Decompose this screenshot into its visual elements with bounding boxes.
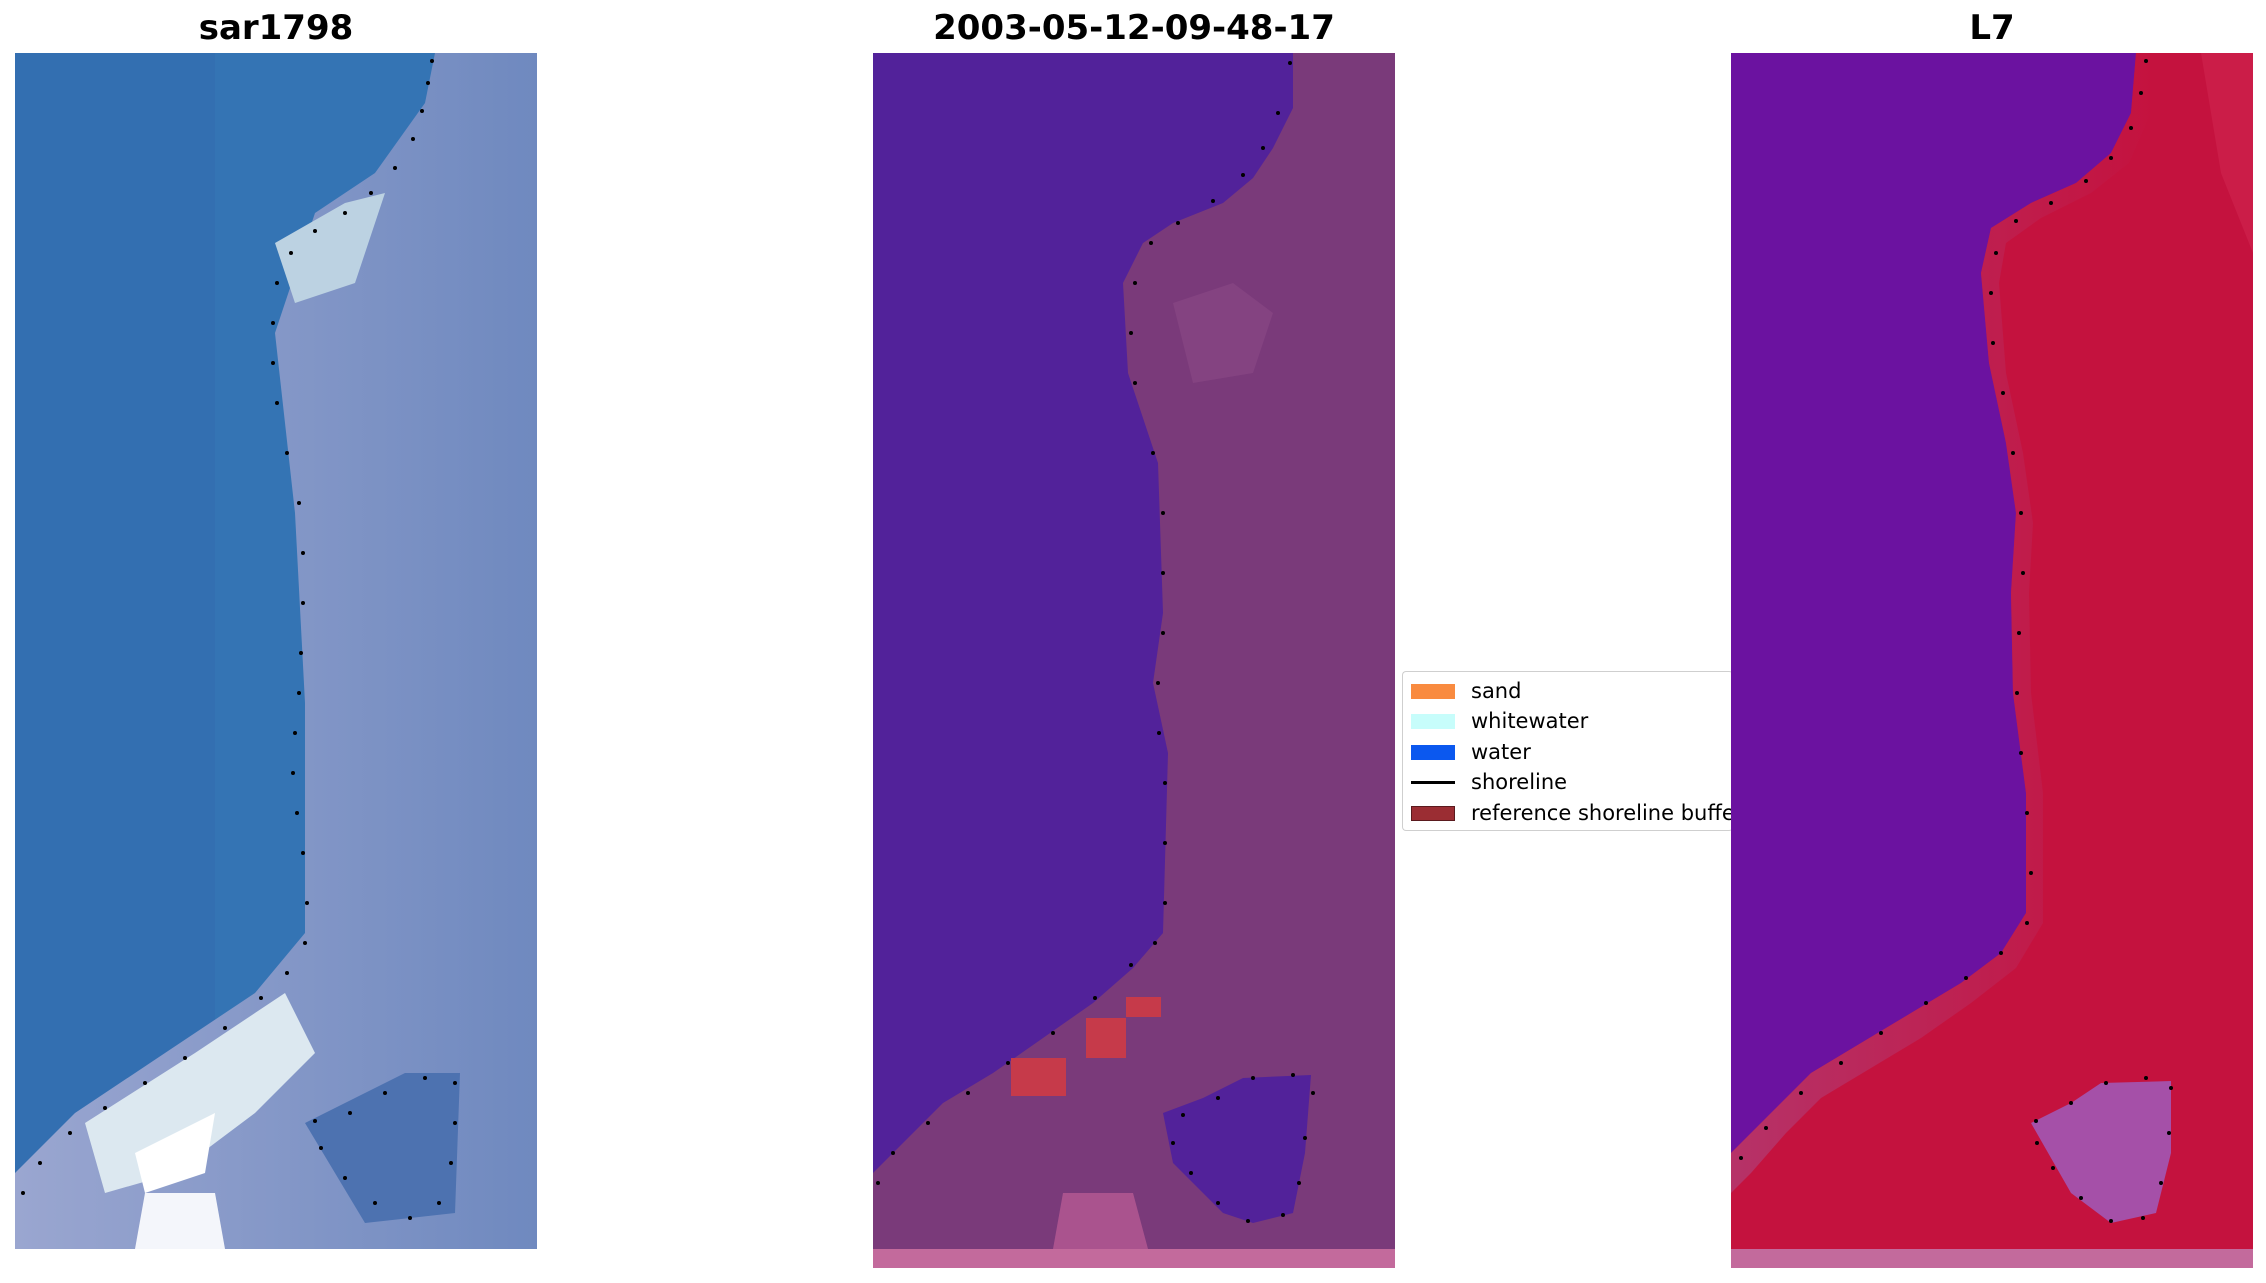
panel-title-date: 2003-05-12-09-48-17 — [933, 8, 1335, 48]
sar-image-panel — [15, 53, 537, 1249]
l7-image-panel — [1731, 53, 2253, 1268]
sar-image — [15, 53, 537, 1249]
legend-item-whitewater: whitewater — [1411, 708, 1588, 734]
shoreline-dots — [1739, 59, 2173, 1223]
legend-label: sand — [1471, 679, 1522, 703]
shoreline-dots — [21, 59, 457, 1220]
legend-label: water — [1471, 740, 1531, 764]
legend-item-reference-buffer: reference shoreline buffer — [1411, 800, 1733, 826]
water-swatch — [1411, 744, 1455, 760]
legend-label: whitewater — [1471, 709, 1589, 733]
l7-image — [1731, 53, 2253, 1268]
legend-label: reference shoreline buffer — [1471, 801, 1733, 825]
legend-item-water: water — [1411, 739, 1531, 765]
legend-item-shoreline: shoreline — [1411, 769, 1567, 795]
sand-swatch — [1411, 683, 1455, 699]
legend-label: shoreline — [1471, 770, 1568, 794]
classified-image — [873, 53, 1395, 1268]
shoreline-dots — [876, 61, 1315, 1223]
shoreline-swatch — [1411, 780, 1455, 784]
legend-item-sand: sand — [1411, 678, 1521, 704]
classified-image-panel — [873, 53, 1395, 1268]
legend: sand whitewater water shoreline referenc… — [1402, 671, 1733, 831]
whitewater-swatch — [1411, 713, 1455, 729]
panel-title-l7: L7 — [1969, 8, 2015, 48]
panel-title-sar: sar1798 — [198, 8, 354, 48]
buffer-swatch — [1411, 805, 1455, 821]
